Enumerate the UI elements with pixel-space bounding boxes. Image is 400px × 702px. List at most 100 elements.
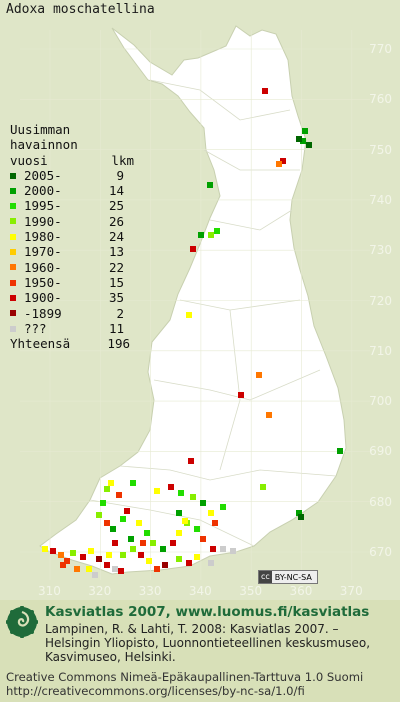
record-square xyxy=(337,448,343,454)
legend-swatch xyxy=(10,203,16,210)
record-square xyxy=(302,128,308,134)
legend-item-label: 1960- xyxy=(24,259,62,275)
legend: Uusimman havainnon vuosi lkm 2005- 9 2000-… xyxy=(10,122,134,352)
x-tick-label: 320 xyxy=(88,584,112,598)
grid-lines xyxy=(20,30,370,580)
record-square xyxy=(220,546,226,552)
record-square xyxy=(104,562,110,568)
record-square xyxy=(190,494,196,500)
footer-title-link[interactable]: Kasviatlas 2007, www.luomus.fi/kasviatla… xyxy=(45,604,370,620)
record-square xyxy=(120,516,126,522)
record-square xyxy=(116,492,122,498)
record-square xyxy=(140,540,146,546)
footer-license[interactable]: Creative Commons Nimeä-Epäkaupallinen-Ta… xyxy=(6,670,364,698)
record-square xyxy=(168,484,174,490)
record-square xyxy=(170,540,176,546)
y-tick-label: 690 xyxy=(369,444,392,459)
legend-swatch xyxy=(10,279,16,286)
x-tick-label: 360 xyxy=(289,584,313,598)
record-square xyxy=(150,540,156,546)
legend-item-count: 25 xyxy=(108,198,124,214)
legend-swatch xyxy=(10,310,16,317)
legend-count-header: lkm xyxy=(111,152,134,168)
legend-header-3: vuosi xyxy=(10,152,48,168)
footer xyxy=(0,600,400,702)
record-square xyxy=(186,312,192,318)
region-borders xyxy=(89,79,337,547)
record-square xyxy=(230,548,236,554)
record-square xyxy=(136,520,142,526)
legend-total-label: Yhteensä xyxy=(10,336,71,352)
record-square xyxy=(256,372,262,378)
record-square xyxy=(210,546,216,552)
record-square xyxy=(154,488,160,494)
legend-item: 1900- 35 xyxy=(10,290,134,305)
x-tick-label: 340 xyxy=(188,584,212,598)
record-square xyxy=(266,412,272,418)
legend-item-label: 1970- xyxy=(24,244,62,260)
y-tick-label: 700 xyxy=(369,394,392,409)
record-square xyxy=(86,566,92,572)
record-square xyxy=(64,558,70,564)
y-tick-label: 760 xyxy=(369,92,392,107)
record-square xyxy=(154,566,160,572)
record-square xyxy=(128,536,134,542)
legend-item: 1990- 26 xyxy=(10,214,134,229)
legend-swatch xyxy=(10,294,16,301)
record-square xyxy=(280,158,286,164)
legend-item: 1995- 25 xyxy=(10,198,134,213)
legend-item-label: 1990- xyxy=(24,213,62,229)
record-square xyxy=(207,182,213,188)
record-square xyxy=(194,554,200,560)
record-square xyxy=(208,560,214,566)
record-square xyxy=(92,572,98,578)
record-square xyxy=(104,520,110,526)
legend-item-label: 1980- xyxy=(24,229,62,245)
legend-item-label: ??? xyxy=(24,320,47,336)
record-square xyxy=(186,560,192,566)
record-square xyxy=(130,480,136,486)
finland-outline xyxy=(39,25,347,575)
legend-item-label: 2005- xyxy=(24,167,62,183)
cc-license-badge[interactable]: cc BY-NC-SA xyxy=(258,570,318,584)
record-square xyxy=(118,568,124,574)
legend-swatch xyxy=(10,264,16,271)
legend-item-label: 2000- xyxy=(24,183,62,199)
x-tick-label: 330 xyxy=(138,584,162,598)
legend-item-count: 9 xyxy=(116,167,124,183)
y-tick-label: 710 xyxy=(369,343,392,358)
legend-swatch xyxy=(10,187,16,194)
legend-total: Yhteensä 196 xyxy=(10,336,134,352)
legend-header-1: Uusimman xyxy=(10,122,71,137)
record-square xyxy=(112,566,118,572)
legend-item-count: 13 xyxy=(108,244,124,260)
y-tick-label: 720 xyxy=(369,293,392,308)
record-square xyxy=(120,552,126,558)
legend-item: 2005- 9 xyxy=(10,168,134,183)
record-square xyxy=(60,562,66,568)
legend-item: 1960- 22 xyxy=(10,260,134,275)
record-square xyxy=(130,546,136,552)
legend-rows: 2005- 9 2000- 14 1995- 25 1990- 26 1980- 24 1970- 1… xyxy=(10,168,134,336)
record-square xyxy=(188,458,194,464)
finland-map xyxy=(20,25,370,580)
record-square xyxy=(276,161,282,167)
record-square xyxy=(108,480,114,486)
legend-item-count: 11 xyxy=(108,320,124,336)
record-square xyxy=(96,512,102,518)
record-square xyxy=(112,540,118,546)
legend-swatch xyxy=(10,325,16,332)
record-square xyxy=(300,138,306,144)
record-square xyxy=(88,548,94,554)
y-tick-label: 740 xyxy=(369,192,392,207)
legend-header-2: havainnon xyxy=(10,137,78,153)
y-tick-label: 750 xyxy=(369,142,392,157)
records-layer xyxy=(42,88,343,578)
record-square xyxy=(306,142,312,148)
y-tick-label: 670 xyxy=(369,545,392,559)
record-square xyxy=(144,530,150,536)
x-tick-label: 310 xyxy=(38,584,61,598)
legend-item: -1899 2 xyxy=(10,306,134,321)
legend-swatch xyxy=(10,172,16,179)
legend-item: 1950- 15 xyxy=(10,275,134,290)
